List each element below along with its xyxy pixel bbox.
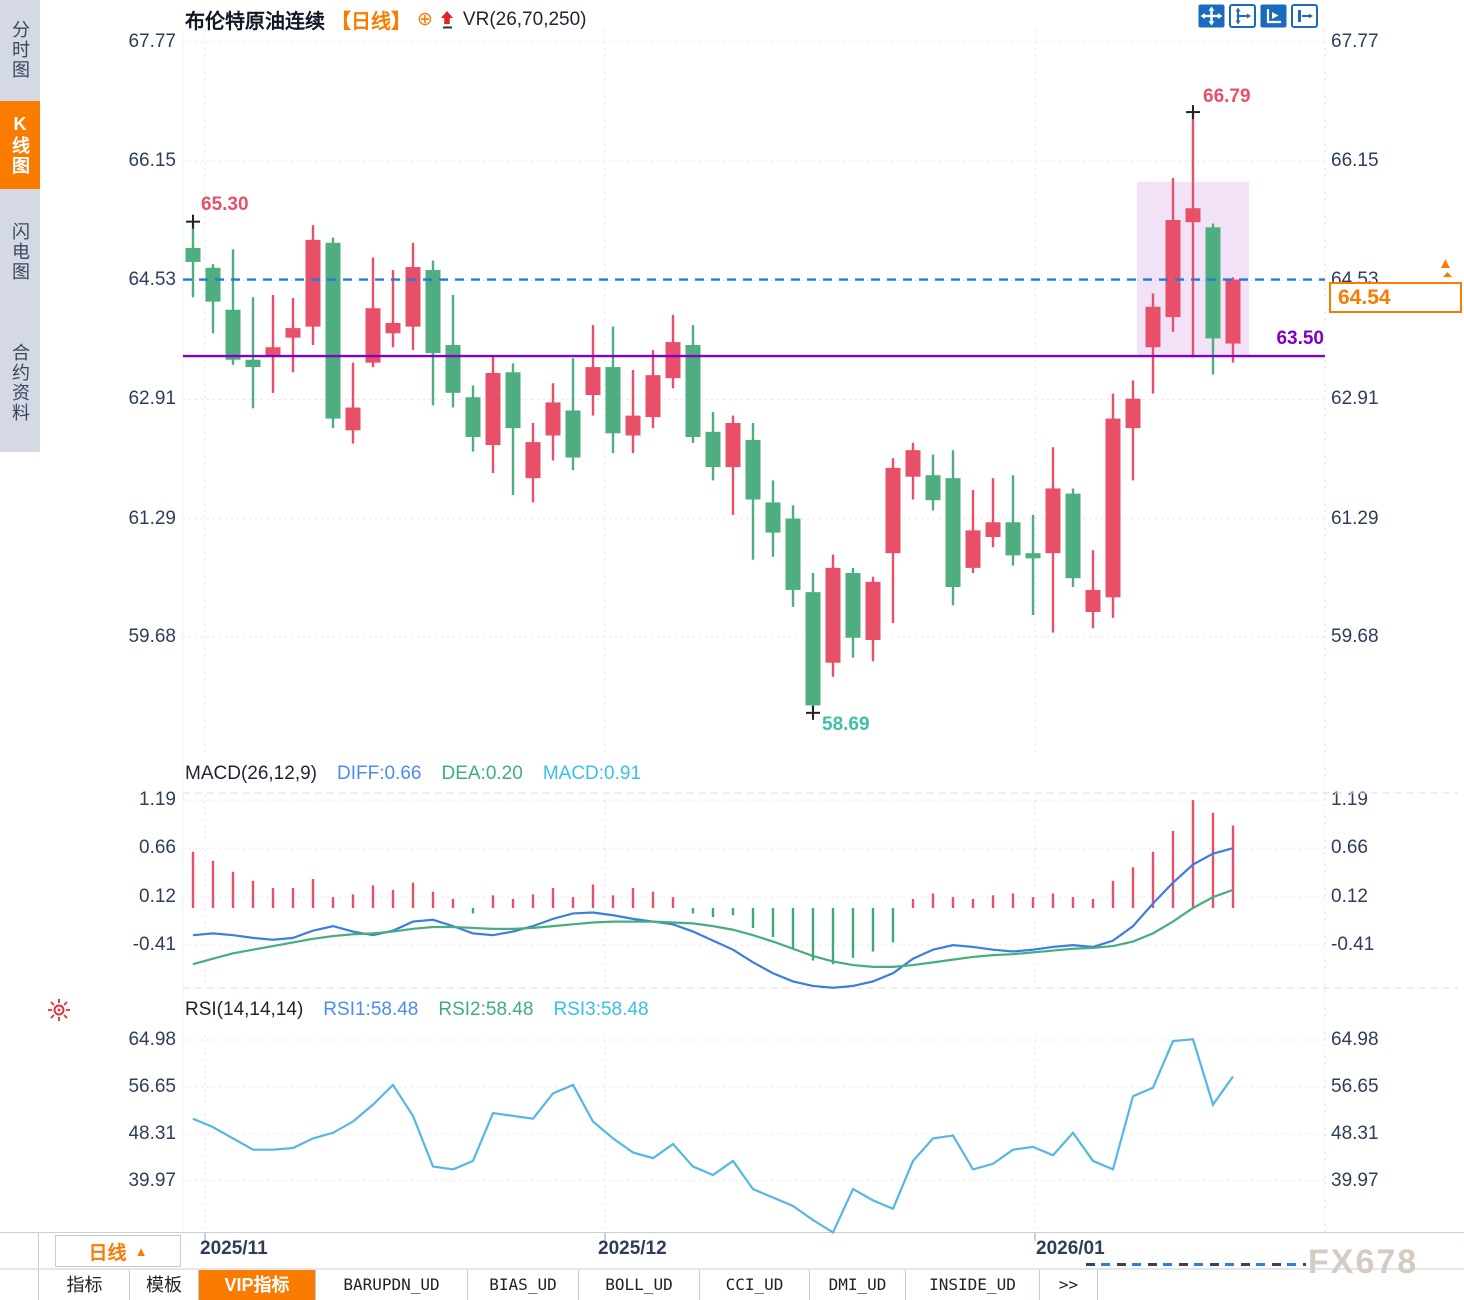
rsi3-value: RSI3:58.48 — [553, 999, 649, 1020]
y-axis-label: 66.15 — [128, 150, 176, 172]
indicator-tab-dmi_ud[interactable]: DMI_UD — [810, 1270, 906, 1300]
rsi-title: RSI(14,14,14) — [185, 999, 304, 1020]
y-axis-label: 64.53 — [128, 269, 176, 291]
y-axis-label: 48.31 — [1331, 1122, 1379, 1144]
recent-high-label: 66.79 — [1203, 86, 1251, 107]
indicator-tab-[interactable]: 指标 — [40, 1270, 130, 1300]
sidebar-tab-1[interactable]: 分时图 — [0, 0, 40, 99]
macd-macd-value: MACD:0.91 — [542, 763, 642, 784]
axis-adjust-icon[interactable] — [1229, 4, 1256, 28]
price-up-arrow-icon: ▲ — [1438, 255, 1453, 272]
y-axis-label: 64.98 — [1331, 1029, 1379, 1050]
indicator-tab-boll_ud[interactable]: BOLL_UD — [579, 1270, 700, 1300]
sidebar: 分时图 K线图 闪电图 合约资料 — [0, 0, 40, 452]
first-high-label: 65.30 — [201, 194, 249, 215]
price-up-arrow-stem — [1443, 272, 1452, 277]
rsi1-value: RSI1:58.48 — [323, 999, 419, 1020]
indicator-tab-barupdn_ud[interactable]: BARUPDN_UD — [316, 1270, 468, 1300]
period-tag: 【日线】 — [331, 11, 411, 33]
y-axis-label: 1.19 — [139, 789, 176, 811]
sidebar-tab-3[interactable]: 闪电图 — [0, 191, 40, 312]
indicator-tab-[interactable]: >> — [1040, 1270, 1098, 1300]
macd-diff-value: DIFF:0.66 — [337, 763, 422, 784]
y-axis-label: 0.12 — [139, 886, 176, 908]
y-axis-label: 39.97 — [1331, 1169, 1379, 1191]
indicator-tab-vip[interactable]: VIP指标 — [199, 1270, 316, 1300]
indicator-tab-cci_ud[interactable]: CCI_UD — [700, 1270, 810, 1300]
symbol-name: 布伦特原油连续 — [185, 11, 325, 33]
y-axis-label: 0.66 — [139, 837, 176, 859]
y-axis-label: 48.31 — [128, 1122, 176, 1144]
y-axis-label: 56.65 — [1331, 1075, 1379, 1097]
period-selector-arrow-icon: ▲ — [134, 1243, 148, 1259]
period-selector-label: 日线 — [88, 1242, 127, 1264]
indicator-tab-bar: 指标 模板 VIP指标 BARUPDN_UD BIAS_UD BOLL_UD CCI_UD D… — [40, 1270, 1098, 1300]
y-axis-label: 59.68 — [1331, 626, 1379, 648]
y-axis-label: 61.29 — [1331, 507, 1379, 529]
x-label-month-2: 2025/12 — [598, 1238, 667, 1259]
indicator-tab-inside_ud[interactable]: INSIDE_UD — [906, 1270, 1040, 1300]
chart-tools — [1198, 4, 1318, 28]
y-axis-label: 67.77 — [1331, 31, 1379, 52]
indicator-tab-bias_ud[interactable]: BIAS_UD — [468, 1270, 579, 1300]
macd-header: MACD(26,12,9) DIFF:0.66 DEA:0.20 MACD:0.… — [185, 763, 641, 785]
y-axis-label: 62.91 — [128, 388, 176, 410]
x-label-month-3: 2026/01 — [1036, 1238, 1105, 1259]
macd-dea-value: DEA:0.20 — [441, 763, 523, 784]
x-label-month-1: 2025/11 — [200, 1238, 268, 1259]
tab-bar-dash-decoration — [1086, 1263, 1306, 1266]
y-axis-label: -0.41 — [1331, 934, 1375, 956]
rsi2-value: RSI2:58.48 — [438, 999, 534, 1020]
rsi-header: RSI(14,14,14) RSI1:58.48 RSI2:58.48 RSI3… — [185, 999, 649, 1021]
y-axis-label: 62.91 — [1331, 388, 1379, 410]
y-axis-label: 67.77 — [128, 31, 176, 52]
y-axis-label: 61.29 — [128, 507, 176, 529]
y-axis-label: 0.12 — [1331, 886, 1368, 908]
macd-title: MACD(26,12,9) — [185, 763, 317, 784]
sidebar-tab-4[interactable]: 合约资料 — [0, 314, 40, 452]
y-axis-label: 39.97 — [128, 1169, 176, 1191]
y-axis-label: -0.41 — [132, 934, 176, 956]
y-axis-label: 56.65 — [128, 1075, 176, 1097]
y-axis-label: 66.15 — [1331, 150, 1379, 172]
period-selector-button[interactable]: 日线 ▲ — [55, 1235, 181, 1267]
chart-title-bar: 布伦特原油连续 【日线】 ⊕ VR(26,70,250) — [185, 5, 587, 34]
last-price-box: 64.54 — [1329, 282, 1462, 313]
auto-fit-icon[interactable] — [1260, 4, 1287, 28]
indicator-tab-[interactable]: 模板 — [130, 1270, 199, 1300]
y-axis-label: 64.98 — [128, 1029, 176, 1050]
indicator-label: VR(26,70,250) — [462, 8, 587, 30]
support-level-label: 63.50 — [1276, 328, 1324, 349]
period-low-label: 58.69 — [822, 714, 870, 735]
y-axis-label: 0.66 — [1331, 837, 1368, 859]
y-axis-label: 1.19 — [1331, 789, 1368, 811]
alert-sun-icon[interactable] — [46, 997, 72, 1023]
sidebar-tab-2[interactable]: K线图 — [0, 101, 40, 189]
pan-move-icon[interactable] — [1198, 4, 1225, 28]
watermark: FX678 — [1308, 1243, 1419, 1281]
add-compare-icon[interactable]: ⊕ — [417, 9, 433, 30]
y-axis-label: 59.68 — [128, 626, 176, 648]
buy-signal-arrow-icon — [440, 11, 453, 29]
pane-shift-icon[interactable] — [1291, 4, 1318, 28]
